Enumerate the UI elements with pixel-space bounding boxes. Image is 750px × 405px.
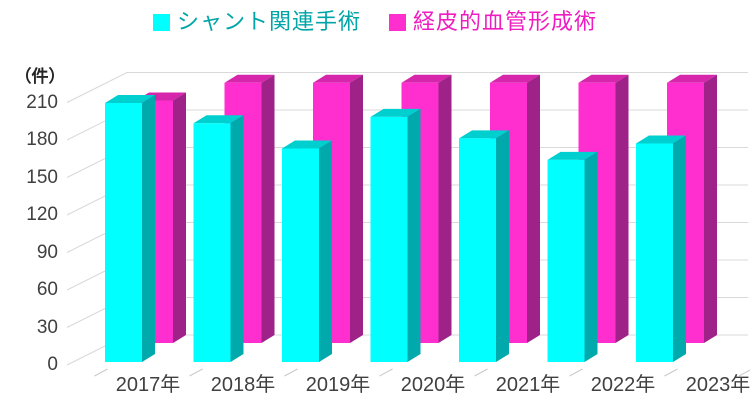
x-category-label-2018年: 2018年 [210, 374, 276, 396]
legend-swatch-cyan-icon [152, 13, 170, 31]
legend-item-shunt: シャント関連手術 [152, 9, 361, 34]
bar-series1-2020年-side [438, 74, 452, 344]
bar-series0-2020年-side [407, 108, 421, 362]
x-category-label-2020年: 2020年 [400, 374, 466, 396]
y-tick-label-150: 150 [26, 166, 58, 188]
bar-series0-2021年-front [459, 138, 496, 362]
bar-series0-2023年-top [636, 135, 686, 144]
bar-series0-2022年-top [547, 151, 598, 160]
category-tick [664, 368, 678, 377]
bar-series0-2019年-front [282, 148, 319, 362]
bar-series1-2023年-top [667, 74, 717, 83]
bar-series0-2018年-front [193, 123, 231, 362]
bar-series1-2023年-side [704, 74, 717, 344]
bar-series1-2018年-top [224, 74, 275, 83]
bar-series1-2018年-side [261, 74, 275, 344]
x-category-label-2017年: 2017年 [115, 374, 181, 396]
category-tick [94, 368, 108, 377]
y-tick-label-90: 90 [36, 241, 58, 263]
bar-series0-2019年-side [319, 140, 332, 362]
legend-label-shunt: シャント関連手術 [176, 9, 361, 34]
legend-label-angioplasty: 経皮的血管形成術 [413, 9, 598, 34]
category-tick [569, 368, 583, 377]
bar-series0-2019年-top [282, 140, 332, 149]
bar-series0-2021年-side [496, 130, 509, 362]
bar-series1-2021年-side [527, 74, 540, 344]
bar-series0-2022年-front [547, 159, 585, 362]
y-tick-label-60: 60 [36, 279, 58, 300]
bar-series0-2017年-side [142, 95, 155, 362]
y-tick-label-120: 120 [26, 204, 58, 225]
category-tick [379, 368, 393, 377]
y-tick-label-30: 30 [36, 316, 58, 338]
legend-item-angioplasty: 経皮的血管形成術 [389, 11, 597, 33]
gridline-210 [66, 72, 748, 103]
bar-series1-2017年-side [173, 92, 186, 343]
bar-series1-2021年-top [490, 74, 540, 83]
legend-swatch-magenta-icon [389, 13, 406, 31]
x-category-label-2021年: 2021年 [495, 374, 561, 396]
bar-series0-2017年-top [105, 95, 155, 104]
bar-series1-2022年-side [615, 74, 629, 344]
bar-series1-2019年-side [350, 74, 363, 344]
x-category-label-2019年: 2019年 [305, 374, 371, 396]
category-tick [474, 368, 488, 377]
bar-series0-2020年-top [370, 108, 421, 117]
chart-legend: シャント関連手術 経皮的血管形成術 [0, 8, 750, 36]
bar-series0-2023年-front [636, 143, 673, 362]
bar-series0-2018年-side [230, 115, 244, 362]
bar-series0-2023年-side [673, 135, 686, 362]
bar-series1-2019年-top [313, 74, 363, 83]
y-axis-unit-label: （件） [14, 67, 66, 86]
category-tick [189, 368, 203, 377]
bar-series1-2020年-top [401, 74, 452, 83]
y-tick-label-210: 210 [26, 91, 58, 113]
bar-series0-2020年-front [370, 116, 408, 362]
y-tick-label-0: 0 [47, 354, 58, 375]
category-tick [284, 368, 298, 377]
bar-series0-2017年-front [105, 103, 142, 362]
bar-series0-2022年-side [584, 151, 598, 362]
x-category-label-2023年: 2023年 [685, 374, 750, 396]
y-tick-label-180: 180 [26, 129, 58, 150]
bar-series0-2021年-top [459, 130, 509, 139]
bar-series1-2022年-top [578, 74, 629, 83]
x-category-label-2022年: 2022年 [590, 374, 656, 396]
bar-series0-2018年-top [193, 115, 244, 124]
